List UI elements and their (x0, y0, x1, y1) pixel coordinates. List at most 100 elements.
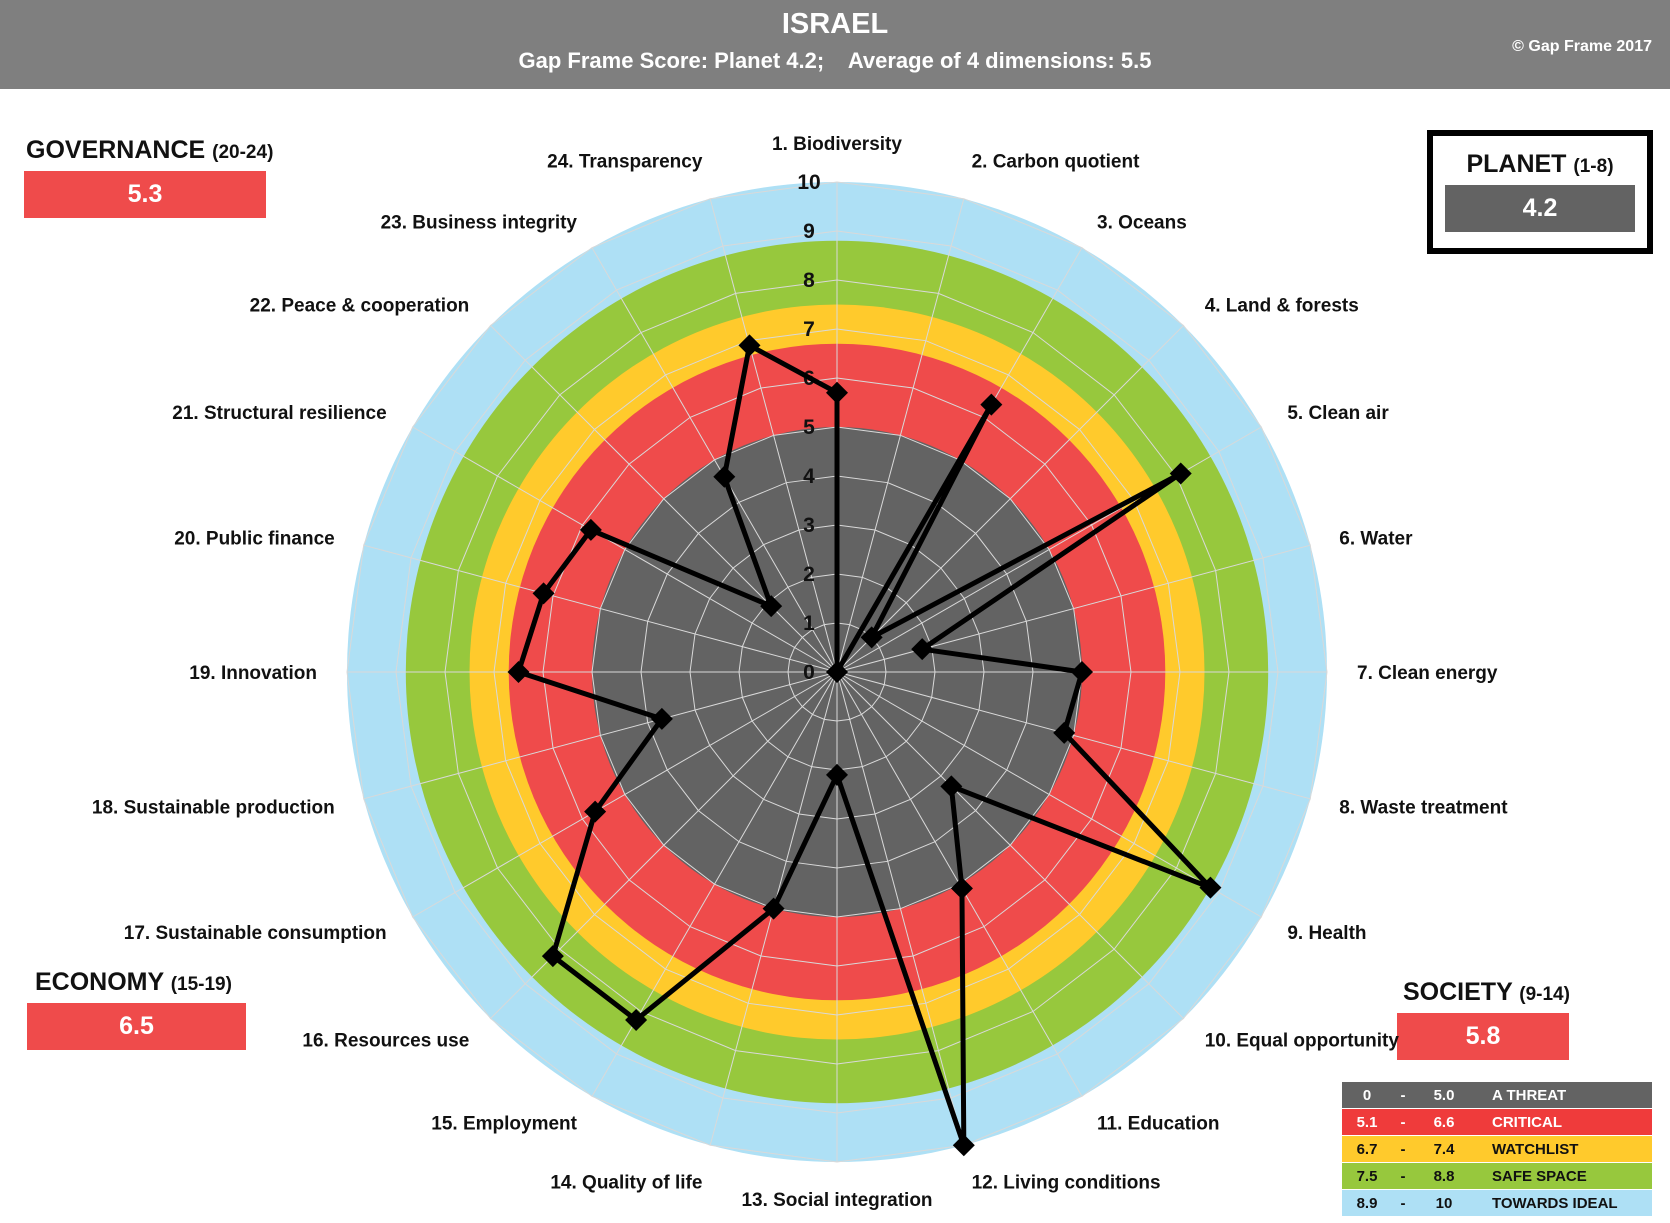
series-point (760, 595, 783, 618)
economy-range: (15-19) (170, 974, 232, 995)
grid-spoke (363, 544, 838, 673)
grid-spoke (412, 426, 838, 673)
grid-spoke (836, 671, 1311, 800)
governance-panel: GOVERNANCE (20-24) 5.3 (24, 136, 274, 218)
grid-spoke (836, 671, 1184, 1019)
series-point (860, 626, 883, 649)
legend-row: 5.1 - 6.6 CRITICAL (1342, 1109, 1652, 1136)
grid-spoke (363, 671, 838, 800)
tick-label: 5 (803, 416, 815, 439)
society-title: SOCIETY (1403, 978, 1513, 1006)
tick-label: 8 (803, 269, 815, 292)
economy-panel: ECONOMY (15-19) 6.5 (27, 968, 246, 1050)
series-point (1169, 462, 1192, 485)
grid-spoke (836, 198, 965, 673)
category-labels: 1. Biodiversity 2. Carbon quotient 3. Ocea… (92, 134, 1508, 1211)
score-subtitle: Gap Frame Score: Planet 4.2; Average of … (518, 48, 1152, 73)
category-label: 12. Living conditions (972, 1172, 1161, 1193)
series-point (738, 334, 761, 357)
grid-spoke (836, 325, 1184, 673)
grid-spoke (412, 671, 838, 918)
grid-spoke (836, 426, 1262, 673)
legend-from: 7.5 (1356, 1167, 1378, 1185)
category-label: 13. Social integration (741, 1190, 932, 1211)
series-point (826, 661, 848, 683)
grid-spoke (709, 198, 838, 673)
series-point (911, 638, 934, 661)
series-point (826, 381, 848, 404)
series-point (507, 661, 530, 683)
grid-spoke (591, 247, 838, 673)
legend-dash: - (1400, 1140, 1406, 1158)
series-point (1199, 876, 1222, 899)
category-label: 6. Water (1339, 528, 1413, 549)
category-label: 10. Equal opportunity (1205, 1031, 1400, 1052)
category-label: 8. Waste treatment (1339, 798, 1508, 819)
planet-score: 4.2 (1445, 185, 1635, 232)
legend-dash: - (1400, 1086, 1406, 1104)
series-point (650, 707, 673, 730)
legend-row: 7.5 - 8.8 SAFE SPACE (1342, 1163, 1652, 1190)
tick-label: 9 (803, 220, 815, 243)
legend-label: SAFE SPACE (1492, 1167, 1587, 1185)
legend-row: 8.9 - 10 TOWARDS IDEAL (1342, 1190, 1652, 1217)
planet-title: PLANET (1466, 150, 1567, 178)
category-label: 22. Peace & cooperation (250, 295, 470, 316)
country-title: ISRAEL (781, 8, 889, 40)
legend-to: 5.0 (1433, 1086, 1455, 1104)
category-label: 14. Quality of life (550, 1172, 702, 1193)
tick-label: 10 (797, 171, 820, 194)
governance-title: GOVERNANCE (26, 136, 206, 164)
economy-score: 6.5 (27, 1003, 246, 1050)
tick-label: 4 (803, 465, 815, 488)
legend-row: 0 - 5.0 A THREAT (1342, 1082, 1652, 1109)
society-score: 5.8 (1397, 1013, 1569, 1060)
series-point (541, 945, 564, 968)
legend-dash: - (1400, 1194, 1406, 1212)
grid-spoke (836, 671, 1262, 918)
category-label: 15. Employment (431, 1113, 577, 1134)
tick-label: 7 (803, 318, 815, 341)
header-bar: ISRAEL Gap Frame Score: Planet 4.2; Aver… (0, 0, 1670, 89)
legend-row: 6.7 - 7.4 WATCHLIST (1342, 1136, 1652, 1163)
category-label: 16. Resources use (302, 1031, 469, 1052)
copyright-text: © Gap Frame 2017 (1512, 38, 1652, 55)
series-point (980, 393, 1003, 416)
series-point (713, 465, 736, 488)
category-label: 17. Sustainable consumption (124, 923, 387, 944)
planet-range: (1-8) (1573, 156, 1614, 177)
series-point (826, 763, 848, 786)
category-label: 23. Business integrity (381, 213, 578, 234)
series-point (532, 582, 555, 605)
series-point (1053, 721, 1076, 744)
score-series (507, 334, 1222, 1157)
category-label: 9. Health (1287, 923, 1366, 944)
tick-label: 3 (803, 514, 815, 537)
category-label: 19. Innovation (189, 663, 317, 684)
category-label: 21. Structural resilience (172, 403, 386, 424)
category-label: 11. Education (1097, 1113, 1219, 1134)
legend-label: WATCHLIST (1492, 1140, 1579, 1158)
legend-to: 10 (1435, 1194, 1453, 1212)
society-range: (9-14) (1519, 984, 1570, 1005)
series-point (950, 877, 973, 900)
governance-range: (20-24) (212, 142, 274, 163)
legend-to: 7.4 (1433, 1140, 1455, 1158)
tick-label: 0 (803, 661, 815, 684)
legend-label: CRITICAL (1492, 1113, 1562, 1131)
series-point (952, 1134, 975, 1157)
legend: 0 - 5.0 A THREAT 5.1 - 6.6 CRITICAL 6.7 - 7.4 WATCH… (1342, 1082, 1652, 1217)
series-point (762, 897, 785, 920)
tick-label: 2 (803, 563, 815, 586)
category-label: 5. Clean air (1287, 403, 1389, 424)
series-point (584, 800, 607, 823)
society-panel: SOCIETY (9-14) 5.8 (1397, 978, 1570, 1060)
legend-label: A THREAT (1492, 1086, 1567, 1104)
category-label: 24. Transparency (547, 152, 703, 173)
legend-from: 8.9 (1356, 1194, 1378, 1212)
legend-to: 8.8 (1433, 1167, 1455, 1185)
category-label: 20. Public finance (174, 528, 335, 549)
category-label: 2. Carbon quotient (972, 152, 1141, 173)
